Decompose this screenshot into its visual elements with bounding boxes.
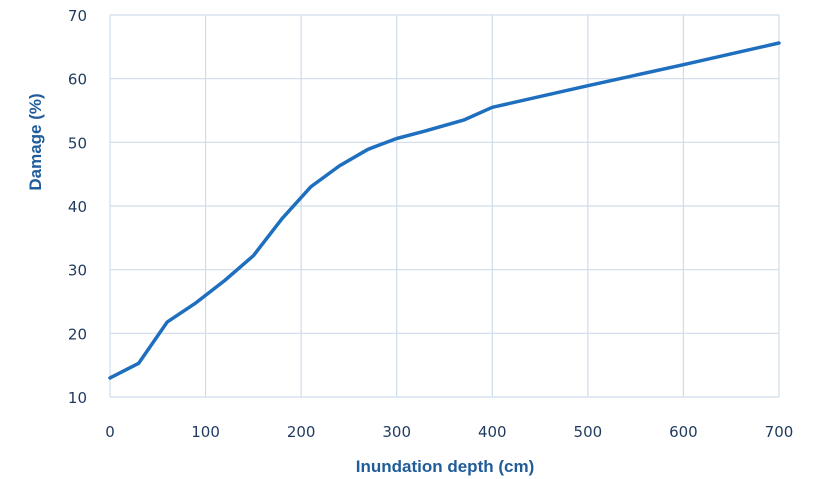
x-tick-label: 100	[191, 423, 220, 441]
x-tick-label: 600	[669, 423, 698, 441]
x-tick-label: 400	[478, 423, 507, 441]
y-tick-label: 30	[68, 262, 87, 280]
x-tick-label: 700	[765, 423, 794, 441]
series-layer	[108, 41, 781, 380]
series-line	[108, 41, 781, 380]
y-tick-label: 60	[68, 71, 87, 89]
grid	[109, 14, 780, 398]
y-tick-label: 50	[68, 134, 87, 152]
x-tick-label: 200	[287, 423, 316, 441]
y-tick-label: 70	[68, 7, 87, 25]
y-axis-title: Damage (%)	[26, 93, 45, 190]
x-axis-title: Inundation depth (cm)	[356, 457, 534, 476]
tick-labels: 0 100 200 300 400 500 600 700 10 20 30 40 50 60 70	[68, 7, 793, 441]
x-tick-label: 300	[382, 423, 411, 441]
y-tick-label: 10	[68, 389, 87, 407]
x-tick-label: 500	[574, 423, 603, 441]
x-tick-label: 0	[105, 423, 115, 441]
y-tick-label: 20	[68, 325, 87, 343]
y-tick-label: 40	[68, 198, 87, 216]
